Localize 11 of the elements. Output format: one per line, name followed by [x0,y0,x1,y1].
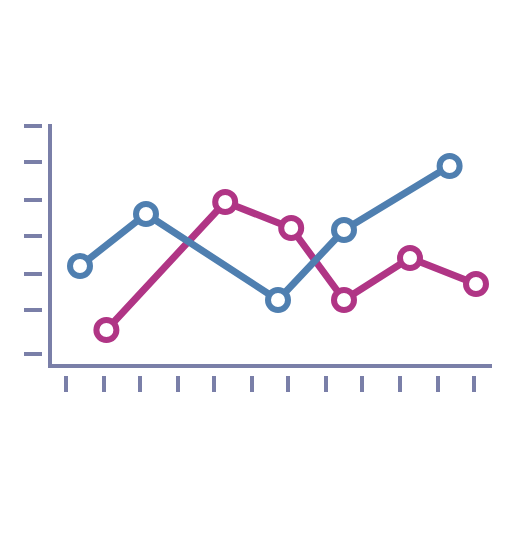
point [93,317,120,343]
point [265,287,291,313]
point [331,287,357,313]
point [331,217,357,243]
point [436,153,463,179]
point [67,253,93,279]
point [133,201,159,227]
point [212,189,239,215]
point [463,271,489,297]
point [278,215,305,241]
point [397,245,423,271]
